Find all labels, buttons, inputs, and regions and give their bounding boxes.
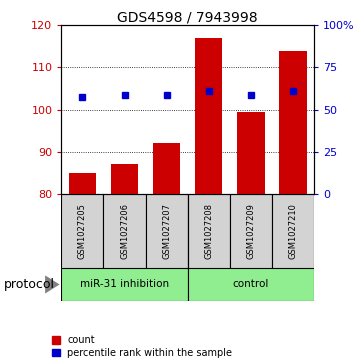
- Text: GSM1027208: GSM1027208: [204, 203, 213, 259]
- Text: control: control: [233, 280, 269, 289]
- Bar: [272, 193, 314, 268]
- Bar: [237, 112, 265, 193]
- Bar: [153, 143, 180, 193]
- Bar: [195, 38, 222, 193]
- Legend: count, percentile rank within the sample: count, percentile rank within the sample: [52, 335, 232, 358]
- Bar: [104, 193, 145, 268]
- Bar: [145, 193, 188, 268]
- Bar: [188, 268, 314, 301]
- Text: miR-31 inhibition: miR-31 inhibition: [80, 280, 169, 289]
- Text: GSM1027206: GSM1027206: [120, 203, 129, 259]
- Bar: [69, 172, 96, 193]
- Text: GSM1027209: GSM1027209: [247, 203, 255, 258]
- Bar: [61, 193, 104, 268]
- Bar: [230, 193, 272, 268]
- Title: GDS4598 / 7943998: GDS4598 / 7943998: [117, 10, 258, 24]
- Bar: [279, 51, 307, 193]
- Bar: [111, 164, 138, 193]
- Text: GSM1027207: GSM1027207: [162, 203, 171, 259]
- Text: GSM1027210: GSM1027210: [288, 203, 297, 258]
- Bar: [61, 268, 188, 301]
- Text: protocol: protocol: [4, 278, 55, 291]
- Text: GSM1027205: GSM1027205: [78, 203, 87, 258]
- Bar: [188, 193, 230, 268]
